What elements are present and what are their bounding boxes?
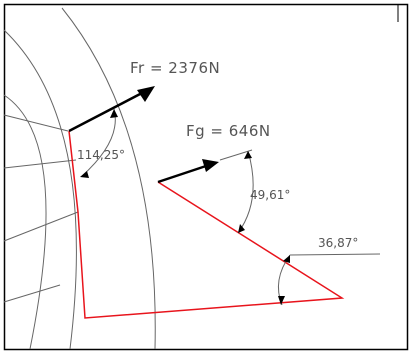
angle-ext-c: [289, 253, 381, 256]
angle-arc-b: [237, 150, 254, 234]
fg-arrow-head: [202, 159, 219, 172]
red-left-edge: [68, 130, 345, 319]
angle-ext-b: [219, 149, 253, 161]
arrowhead-c-bottom: [278, 296, 285, 305]
angle-arrowheads: [80, 109, 290, 305]
arrowhead-a-top: [110, 109, 118, 118]
red-polygon: [68, 130, 345, 319]
radial-line-4: [3, 284, 61, 303]
fr-arrow-head: [137, 86, 155, 102]
radial-line-3: [3, 211, 79, 242]
radial-lines: [3, 114, 79, 303]
fg-arrow-shaft: [157, 164, 207, 184]
arc-middle: [3, 29, 77, 350]
angle-label-b: 49,61°: [250, 188, 290, 202]
radial-line-1: [3, 114, 69, 132]
angle-arc-a: [81, 108, 116, 177]
angle-label-c: 36,87°: [318, 236, 358, 250]
arrowhead-a-bottom: [80, 171, 89, 178]
arc-inner: [3, 94, 47, 350]
frame-border: [3, 3, 409, 351]
force-arrows: [68, 91, 207, 184]
arrowhead-c-top: [283, 255, 290, 263]
gear-arcs: [3, 7, 156, 350]
radial-line-2: [3, 159, 77, 169]
arrowhead-b-bottom: [238, 224, 245, 233]
arc-outer: [61, 7, 156, 350]
fg-label: Fg = 646N: [186, 122, 271, 140]
arrowhead-b-top: [244, 151, 252, 159]
fr-label: Fr = 2376N: [130, 59, 220, 77]
angle-label-a: 114,25°: [77, 148, 125, 162]
fr-arrow-shaft: [68, 91, 143, 133]
